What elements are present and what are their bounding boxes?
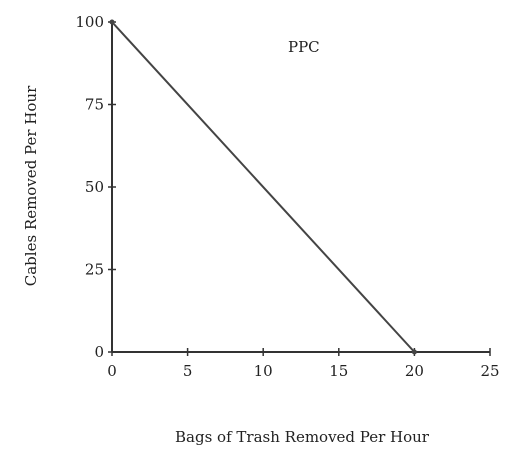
y-tick-label: 50 — [85, 178, 104, 196]
ppc-point — [411, 349, 417, 355]
x-tick-label: 10 — [254, 362, 273, 380]
y-tick-label: 0 — [94, 343, 104, 361]
y-tick-label: 25 — [85, 261, 104, 279]
x-axis-title: Bags of Trash Removed Per Hour — [175, 428, 430, 446]
x-tick-label: 25 — [480, 362, 499, 380]
x-tick-label: 15 — [329, 362, 348, 380]
y-tick-label: 75 — [85, 96, 104, 114]
y-tick-label: 100 — [75, 13, 104, 31]
y-ticks: 0 25 50 75 100 — [75, 13, 116, 361]
ppc-point — [109, 19, 115, 25]
x-tick-label: 5 — [183, 362, 193, 380]
x-ticks: 0 5 10 15 20 25 — [107, 348, 500, 380]
axes — [111, 22, 490, 353]
y-axis-title: Cables Removed Per Hour — [22, 85, 40, 286]
ppc-line — [111, 21, 416, 353]
x-tick-label: 0 — [107, 362, 117, 380]
series-layer — [109, 19, 417, 355]
x-tick-label: 20 — [405, 362, 424, 380]
chart-annotation: PPC — [288, 38, 320, 56]
